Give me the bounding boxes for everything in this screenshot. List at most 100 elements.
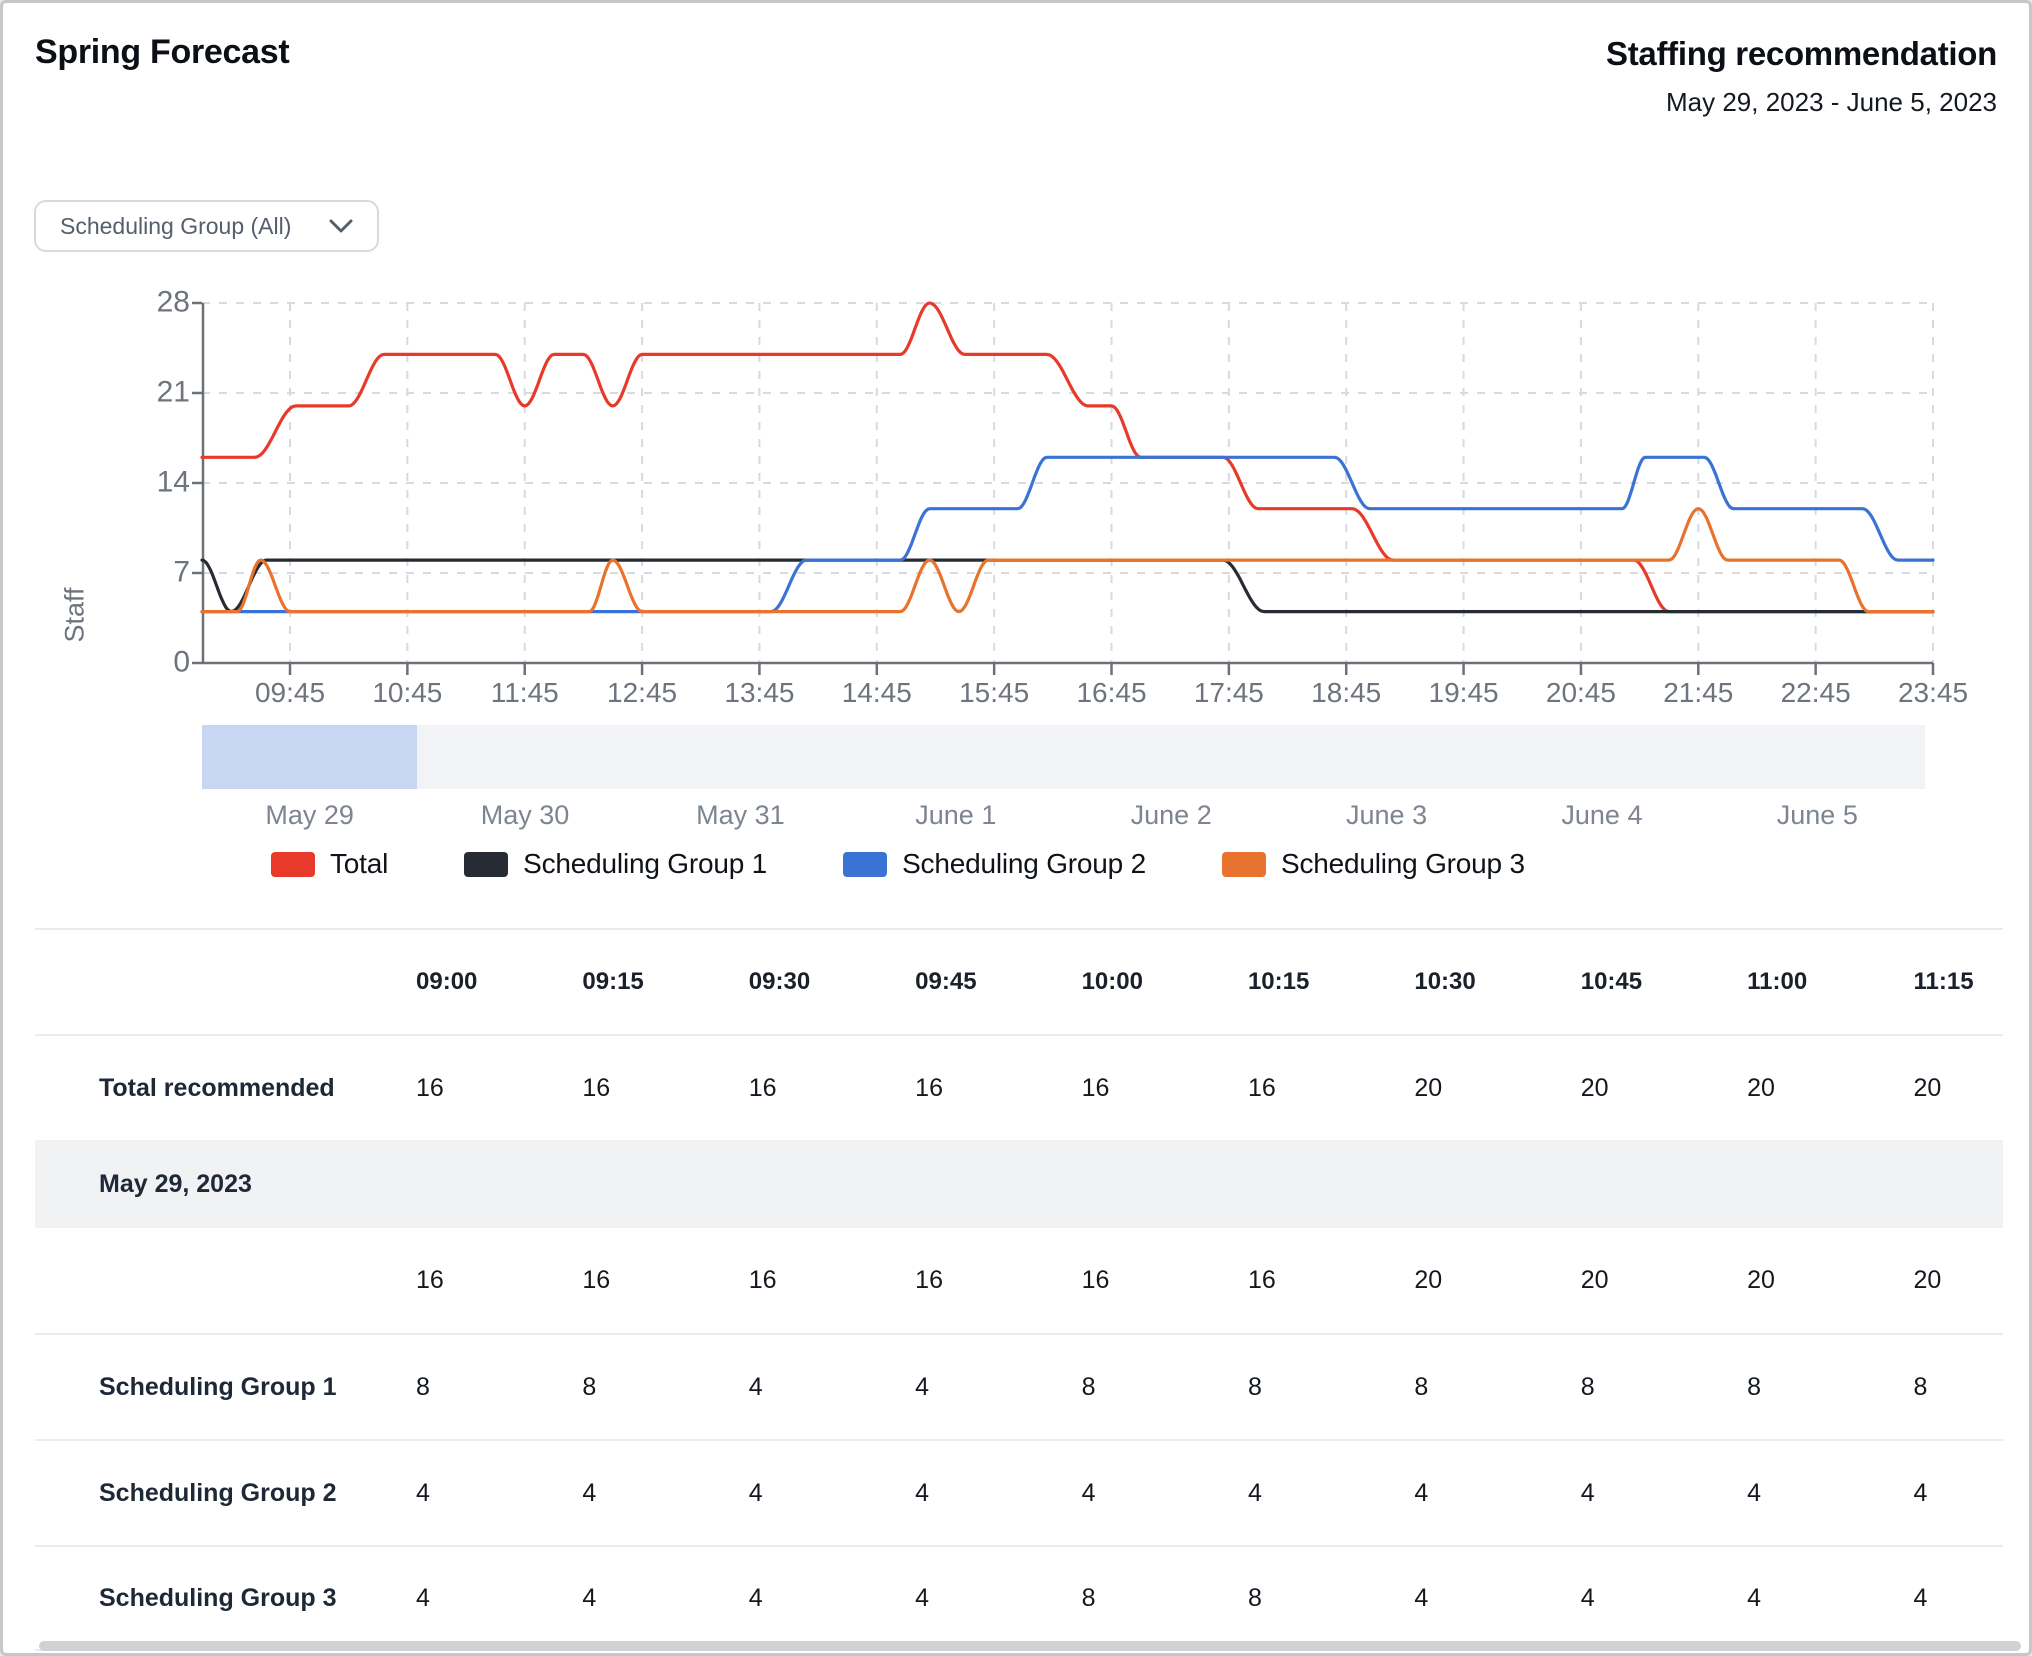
table-cell-value: 8 [1913, 1372, 1928, 1401]
horizontal-scrollbar[interactable] [39, 1641, 2021, 1651]
table-cell-value: 4 [1081, 1478, 1096, 1507]
table-cell-value: 4 [915, 1372, 930, 1401]
table-row-scheduling-group-1: Scheduling Group 1 8 8 4 4 8 8 8 8 8 8 [35, 1333, 2003, 1439]
staffing-line-chart [192, 301, 1935, 675]
time-column-header: 10:45 [1580, 968, 1643, 995]
table-row-total-recommended: Total recommended 16 16 16 16 16 16 20 20 20 20 [35, 1034, 2003, 1140]
timeline-day-label: May 30 [480, 800, 570, 830]
x-tick-label: 18:45 [1311, 677, 1382, 708]
table-cell-value: 4 [1580, 1583, 1595, 1612]
table-cell-value: 8 [1747, 1372, 1762, 1401]
table-cell-value: 4 [1913, 1583, 1928, 1612]
table-cell-value: 16 [915, 1073, 943, 1102]
recommendation-header: Staffing recommendation May 29, 2023 - J… [1606, 35, 1997, 118]
legend-item-total[interactable]: Total [271, 848, 388, 880]
y-tick-label: 28 [156, 285, 190, 319]
series-line-total [200, 301, 1935, 614]
x-tick-label: 12:45 [607, 677, 678, 708]
table-cell-value: 4 [748, 1478, 763, 1507]
timeline-day-label: June 3 [1346, 800, 1428, 830]
y-tick-label: 21 [156, 375, 190, 409]
table-cell-value: 4 [1747, 1583, 1762, 1612]
scheduling-group-dropdown[interactable]: Scheduling Group (All) [34, 200, 379, 252]
table-cell-value: 16 [1081, 1073, 1110, 1102]
legend-label: Scheduling Group 1 [523, 848, 768, 879]
table-cell-value: 4 [915, 1478, 930, 1507]
legend-swatch-icon [843, 851, 888, 877]
x-tick-label: 16:45 [1076, 677, 1147, 708]
table-cell-value: 16 [582, 1266, 611, 1294]
page-title: Spring Forecast [35, 33, 290, 71]
y-tick-label: 0 [173, 645, 190, 679]
time-column-header: 11:00 [1747, 968, 1808, 995]
x-tick-label: 11:45 [490, 677, 559, 708]
table-cell-value: 8 [1247, 1583, 1262, 1612]
table-cell-value: 4 [1747, 1478, 1762, 1507]
timeline-day-label: June 4 [1561, 800, 1643, 830]
table-cell-value: 8 [1081, 1372, 1096, 1401]
table-cell-value: 8 [416, 1372, 430, 1401]
table-cell-value: 20 [1580, 1073, 1609, 1102]
table-row-scheduling-group-2: Scheduling Group 2 4 4 4 4 4 4 4 4 4 4 [35, 1439, 2003, 1545]
table-cell-value: 16 [1247, 1266, 1276, 1294]
axis-lines [201, 303, 1933, 665]
time-column-header: 11:15 [1913, 968, 1974, 995]
table-cell-value: 4 [1580, 1478, 1595, 1507]
table-cell-value: 16 [748, 1266, 777, 1294]
table-row-label: Scheduling Group 1 [99, 1372, 337, 1401]
timeline-scrubber[interactable] [202, 725, 1925, 789]
legend-label: Total [330, 848, 389, 879]
table-cell-value: 8 [582, 1372, 597, 1401]
table-cell-value: 16 [416, 1073, 444, 1102]
scheduling-group-dropdown-value: Scheduling Group (All) [60, 212, 292, 239]
timeline-scrubber-selection[interactable] [202, 725, 417, 789]
table-cell-value: 4 [416, 1478, 430, 1507]
table-cell-value: 4 [1414, 1478, 1429, 1507]
table-cell-value: 16 [1081, 1266, 1110, 1294]
x-tick-label: 20:45 [1545, 677, 1616, 708]
legend-item-scheduling-group-3[interactable]: Scheduling Group 3 [1221, 848, 1525, 880]
table-cell-value: 16 [915, 1266, 943, 1294]
time-column-header: 09:15 [582, 968, 644, 995]
table-cell-value: 8 [1247, 1372, 1262, 1401]
table-cell-value: 20 [1747, 1073, 1775, 1102]
legend-label: Scheduling Group 2 [902, 848, 1146, 879]
table-cell-value: 4 [748, 1372, 763, 1401]
recommendation-table: 09:00 09:15 09:30 09:45 10:00 10:15 10:30 10:45… [35, 928, 2003, 1651]
table-cell-value: 20 [1414, 1266, 1443, 1294]
table-cell-value: 20 [1414, 1073, 1443, 1102]
chart-legend: Total Scheduling Group 1 Scheduling Group … [271, 848, 1525, 880]
table-row-scheduling-group-3: Scheduling Group 3 4 4 4 4 8 8 4 4 4 4 [35, 1545, 2003, 1651]
table-cell-value: 4 [748, 1583, 763, 1612]
legend-item-scheduling-group-2[interactable]: Scheduling Group 2 [843, 848, 1146, 880]
table-cell-value: 4 [582, 1583, 597, 1612]
time-column-header: 10:30 [1414, 968, 1476, 995]
series-line-scheduling-group-3 [200, 507, 1935, 614]
y-axis-title: Staff [59, 587, 90, 643]
timeline-day-label: May 31 [696, 800, 785, 830]
date-range: May 29, 2023 - June 5, 2023 [1665, 87, 1997, 117]
x-tick-label: 23:45 [1897, 677, 1969, 708]
table-row-label: Total recommended [99, 1073, 335, 1102]
table-cell-value: 20 [1747, 1266, 1775, 1294]
table-cell-value: 20 [1913, 1073, 1942, 1102]
table-section-label: May 29, 2023 [99, 1169, 252, 1198]
table-row-label: Scheduling Group 2 [99, 1478, 337, 1507]
x-tick-label: 09:45 [254, 677, 326, 708]
table-cell-value: 16 [416, 1266, 444, 1294]
x-tick-label: 17:45 [1193, 677, 1264, 708]
table-header-row: 09:00 09:15 09:30 09:45 10:00 10:15 10:30 10:45… [35, 928, 2003, 1034]
x-tick-label: 14:45 [841, 677, 912, 708]
timeline-day-label: June 2 [1130, 800, 1212, 830]
table-cell-value: 4 [1247, 1478, 1262, 1507]
time-column-header: 09:00 [416, 968, 478, 995]
timeline-day-label: June 1 [915, 800, 997, 830]
table-cell-value: 20 [1913, 1266, 1942, 1294]
timeline-day-label: June 5 [1776, 800, 1858, 830]
table-cell-value: 8 [1081, 1583, 1096, 1612]
table-cell-value: 8 [1414, 1372, 1429, 1401]
x-tick-label: 13:45 [724, 677, 795, 708]
legend-item-scheduling-group-1[interactable]: Scheduling Group 1 [464, 848, 767, 880]
time-column-header: 09:30 [748, 968, 811, 995]
